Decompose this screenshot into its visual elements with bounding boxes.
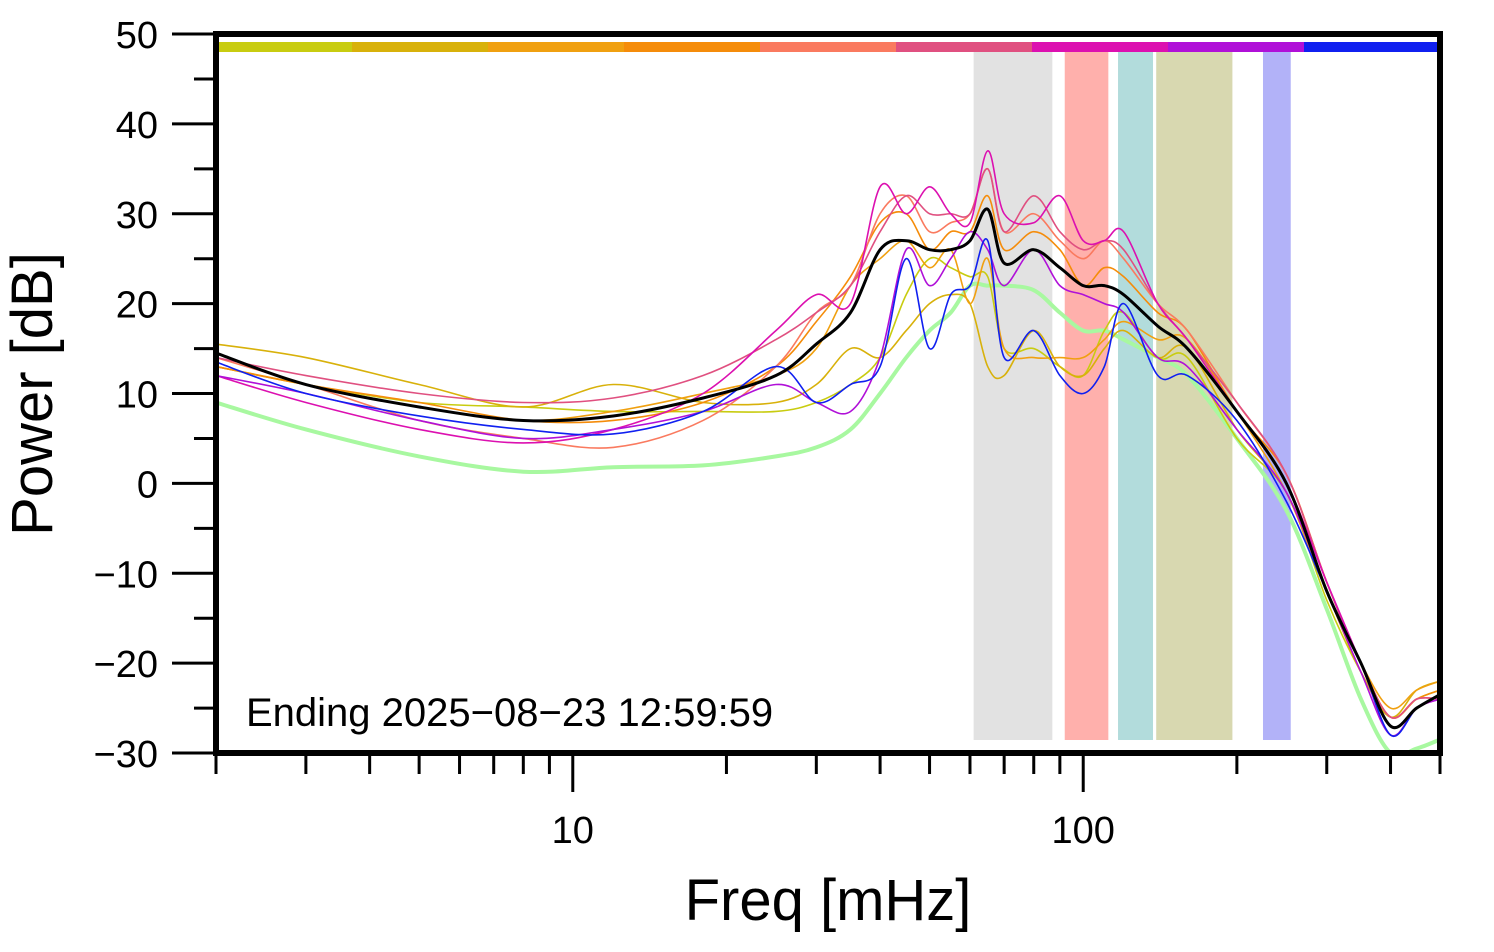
annotation: Ending 2025−08−23 12:59:59 bbox=[246, 691, 773, 735]
series-line bbox=[216, 194, 1440, 719]
lines bbox=[216, 150, 1440, 753]
y-tick-label: 40 bbox=[116, 105, 158, 147]
y-tick-label: 20 bbox=[116, 285, 158, 327]
band bbox=[973, 52, 1053, 740]
color-bar-segment bbox=[896, 42, 1033, 52]
color-bar-segment bbox=[760, 42, 897, 52]
y-tick-label: 30 bbox=[116, 195, 158, 237]
y-tick-label: 10 bbox=[116, 375, 158, 417]
y-tick-label: 0 bbox=[137, 464, 158, 506]
y-tick-label: −10 bbox=[94, 554, 158, 596]
x-tick-label: 10 bbox=[552, 810, 594, 852]
color-bar-segment bbox=[1032, 42, 1169, 52]
band bbox=[1064, 52, 1109, 740]
color-bar-segment bbox=[1304, 42, 1441, 52]
y-tick-label: −20 bbox=[94, 644, 158, 686]
color-bar-segment bbox=[488, 42, 625, 52]
color-bar-segment bbox=[624, 42, 761, 52]
plot-frame bbox=[213, 31, 1443, 756]
band bbox=[1118, 52, 1154, 740]
x-tick-label: 100 bbox=[1052, 810, 1115, 852]
band bbox=[1262, 52, 1291, 740]
color-bar-segment bbox=[1168, 42, 1305, 52]
x-axis-label: Freq [mHz] bbox=[685, 868, 972, 933]
y-tick-label: −30 bbox=[94, 734, 158, 776]
series-line bbox=[216, 230, 1440, 737]
y-tick-label: 50 bbox=[116, 15, 158, 57]
series-line bbox=[216, 281, 1440, 753]
series-line bbox=[216, 256, 1440, 719]
series-line bbox=[216, 207, 1440, 730]
color-bar-segment bbox=[216, 42, 353, 52]
series-line bbox=[216, 168, 1440, 719]
band bbox=[1156, 52, 1233, 740]
y-axis-label: Power [dB] bbox=[0, 252, 65, 536]
series-line bbox=[216, 238, 1440, 738]
color-bar-segment bbox=[352, 42, 489, 52]
series-line bbox=[216, 239, 1440, 710]
series-line bbox=[216, 293, 1440, 718]
